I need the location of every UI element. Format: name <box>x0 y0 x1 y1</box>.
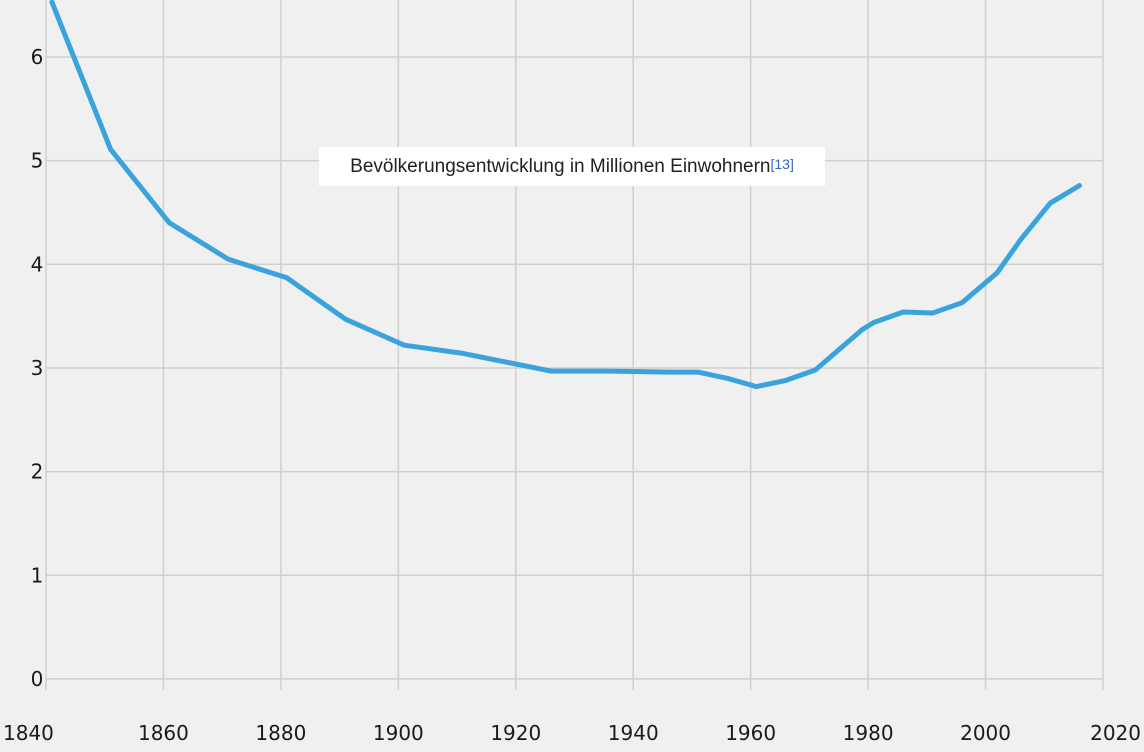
chart-title-reference[interactable]: [13] <box>770 155 794 172</box>
y-tick-label: 2 <box>31 460 44 484</box>
y-tick-label: 3 <box>31 356 44 380</box>
x-tick-label: 1940 <box>608 721 659 745</box>
y-axis-tick-labels: 0 1 2 3 4 5 6 <box>31 45 44 691</box>
chart-title-box: Bevölkerungsentwicklung in Millionen Ein… <box>319 147 825 186</box>
y-tick-label: 1 <box>31 563 44 587</box>
x-tick-label: 1920 <box>490 721 541 745</box>
x-tick-label: 2000 <box>960 721 1011 745</box>
population-series-line <box>49 0 1082 390</box>
x-axis-tick-labels: 1840 1860 1880 1900 1920 1940 1960 1980 2000 2020 <box>3 721 1141 745</box>
vertical-gridlines <box>45 0 1104 690</box>
x-tick-label: 1840 <box>3 721 54 745</box>
x-tick-label: 1880 <box>255 721 306 745</box>
horizontal-gridlines <box>46 56 1103 680</box>
x-tick-label: 1860 <box>138 721 189 745</box>
x-tick-label: 1980 <box>843 721 894 745</box>
y-tick-label: 6 <box>31 45 44 69</box>
chart-title: Bevölkerungsentwicklung in Millionen Ein… <box>350 155 771 177</box>
y-tick-label: 5 <box>31 149 44 173</box>
x-tick-label: 1900 <box>373 721 424 745</box>
x-tick-label: 2020 <box>1090 721 1141 745</box>
y-tick-label: 0 <box>31 667 44 691</box>
series-group <box>49 0 1082 390</box>
y-tick-label: 4 <box>31 252 44 276</box>
x-tick-label: 1960 <box>725 721 776 745</box>
